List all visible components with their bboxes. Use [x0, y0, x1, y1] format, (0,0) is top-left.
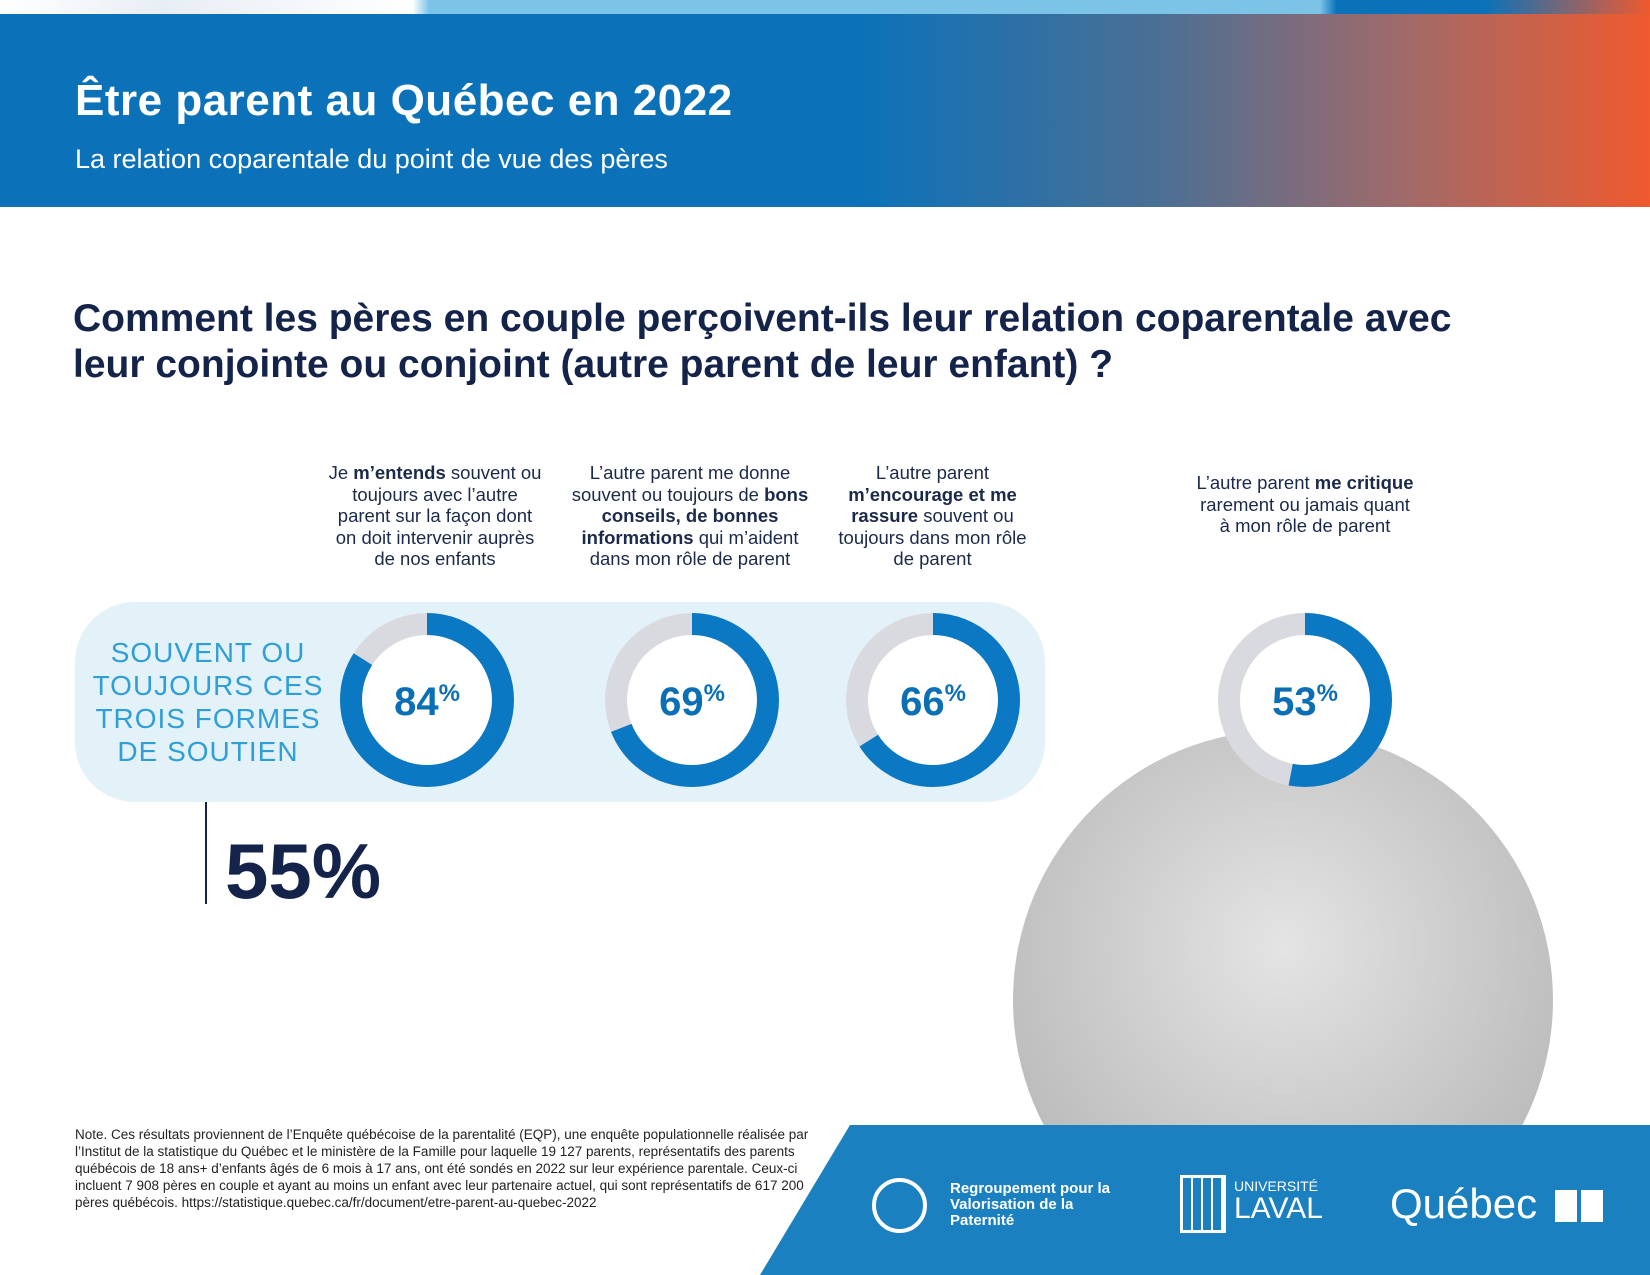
- donut-label-2: L’autre parent m’encourage et me rassure…: [830, 462, 1035, 570]
- label-segment: souvent ou toujours avec l’autre parent …: [335, 462, 542, 569]
- laval-crest-icon: [1180, 1175, 1226, 1233]
- label-segment: L’autre parent: [875, 462, 990, 483]
- donut-value-arc: [1218, 613, 1392, 787]
- laval-bottom: LAVAL: [1234, 1192, 1323, 1225]
- donut-value-arc: [846, 613, 1020, 787]
- quebec-flag-icon: [1555, 1190, 1603, 1222]
- label-segment: me critique: [1314, 472, 1414, 493]
- donut-1: 69%: [605, 613, 779, 787]
- donut-label-3: L’autre parent me critique rarement ou j…: [1195, 472, 1415, 537]
- bracket-line: [205, 802, 207, 904]
- donut-label-0: Je m’entends souvent ou toujours avec l’…: [325, 462, 545, 570]
- donut-2: 66%: [846, 613, 1020, 787]
- header-subtitle: La relation coparentale du point de vue …: [75, 144, 668, 174]
- laval-top: UNIVERSITÉ: [1234, 1178, 1319, 1194]
- label-segment: bons conseils, de bonnes informations: [581, 483, 809, 548]
- donut-value-arc: [605, 613, 779, 787]
- label-segment: qui m’aident dans mon rôle de parent: [589, 526, 799, 570]
- rvp-logo-text: Regroupement pour la Valorisation de la …: [950, 1180, 1111, 1229]
- donut-bg: [846, 613, 1020, 787]
- percent-sign: %: [704, 680, 725, 707]
- donut-bg: [340, 613, 514, 787]
- header-title: Être parent au Québec en 2022: [75, 76, 733, 125]
- donut-value-label: 53%: [1272, 680, 1338, 724]
- header-banner: Être parent au Québec en 2022 La relatio…: [0, 14, 1650, 207]
- label-segment: m’entends: [353, 462, 446, 483]
- donut-label-1: L’autre parent me donne souvent ou toujo…: [565, 462, 815, 570]
- combined-value: 55%: [225, 827, 382, 915]
- percent-sign: %: [439, 680, 460, 707]
- donut-value-arc: [340, 613, 514, 787]
- rvp-logo-icon: [872, 1178, 927, 1233]
- label-segment: L’autre parent me donne souvent ou toujo…: [571, 462, 791, 505]
- quebec-logo: Québec: [1390, 1180, 1538, 1227]
- donut-0: 84%: [340, 613, 514, 787]
- label-segment: souvent ou toujours dans mon rôle de par…: [838, 505, 1027, 569]
- donut-bg: [1218, 613, 1392, 787]
- donut-bg: [605, 613, 779, 787]
- donut-3: 53%: [1218, 613, 1392, 787]
- percent-sign: %: [945, 680, 966, 707]
- percent-sign: %: [1317, 680, 1338, 707]
- question-heading: Comment les pères en couple perçoivent-i…: [73, 297, 1452, 386]
- label-segment: m’encourage et me rassure: [848, 483, 1017, 527]
- label-segment: L’autre parent: [1196, 472, 1315, 493]
- label-segment: Je: [328, 462, 354, 483]
- label-segment: rarement ou jamais quant à mon rôle de p…: [1200, 493, 1410, 537]
- top-strip: [0, 0, 1650, 14]
- band-label: SOUVENT OU TOUJOURS CES TROIS FORMES DE …: [92, 637, 324, 767]
- note-text: Note. Ces résultats proviennent de l’Enq…: [75, 1127, 809, 1210]
